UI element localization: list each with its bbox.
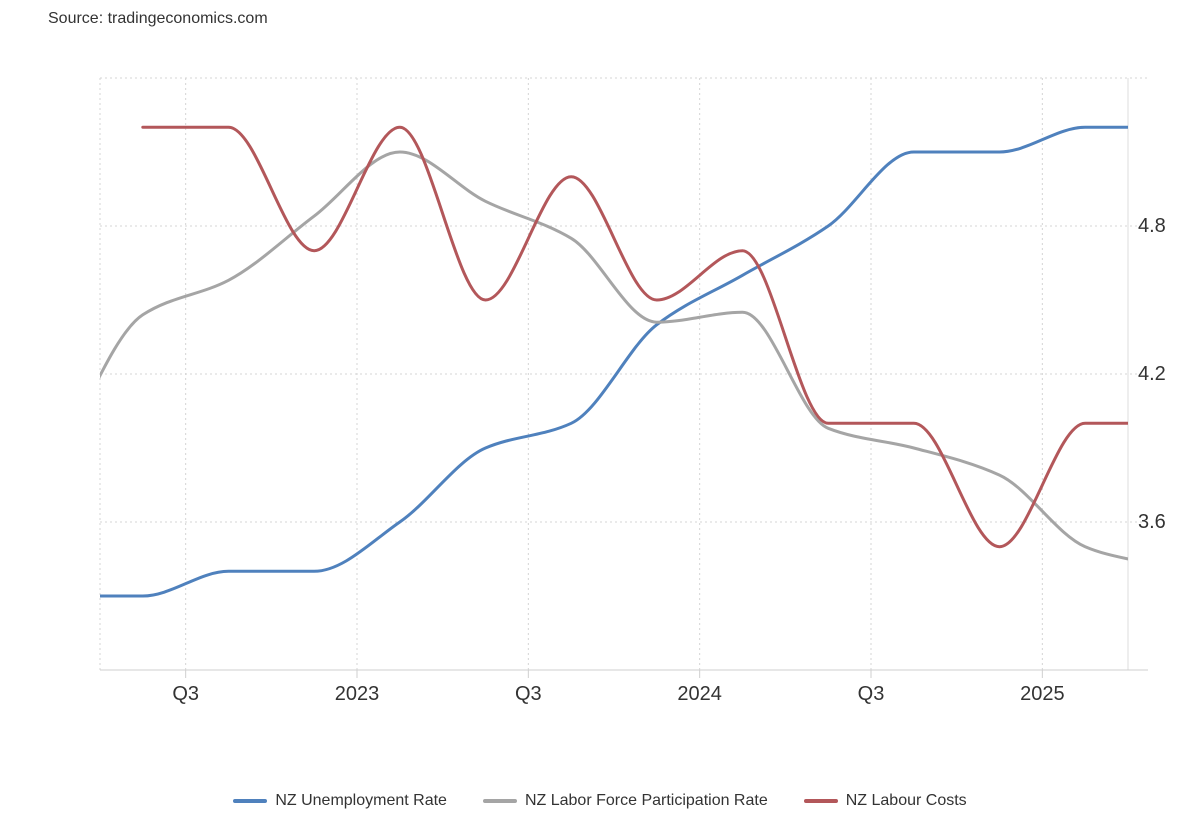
x-tick-label: 2023: [335, 683, 380, 705]
legend: NZ Unemployment Rate NZ Labor Force Part…: [0, 792, 1200, 810]
line-chart: 3.6 4.2 4.8 Q3 2023 Q3 2024 Q3 2025: [0, 0, 1200, 780]
legend-item-unemployment[interactable]: NZ Unemployment Rate: [233, 792, 447, 810]
axis-layer: 3.6 4.2 4.8 Q3 2023 Q3 2024 Q3 2025: [100, 215, 1166, 705]
y-tick-label: 3.6: [1138, 511, 1166, 533]
legend-swatch-labour-costs: [804, 799, 838, 803]
series-line-unemployment-rate: [57, 78, 1200, 596]
x-tick-label: Q3: [515, 683, 542, 705]
series-line-labour-costs: [143, 127, 1200, 546]
legend-swatch-participation: [483, 799, 517, 803]
legend-swatch-unemployment: [233, 799, 267, 803]
legend-label-unemployment: NZ Unemployment Rate: [275, 792, 447, 810]
y-tick-label: 4.2: [1138, 363, 1166, 385]
x-tick-label: Q3: [172, 683, 199, 705]
x-tick-label: 2024: [677, 683, 722, 705]
grid-layer: [100, 78, 1150, 670]
x-tick-label: Q3: [858, 683, 885, 705]
legend-item-labour-costs[interactable]: NZ Labour Costs: [804, 792, 967, 810]
y-tick-label: 4.8: [1138, 215, 1166, 237]
legend-item-participation[interactable]: NZ Labor Force Participation Rate: [483, 792, 768, 810]
legend-label-labour-costs: NZ Labour Costs: [846, 792, 967, 810]
series-layer: [57, 78, 1200, 645]
x-tick-label: 2025: [1020, 683, 1065, 705]
legend-label-participation: NZ Labor Force Participation Rate: [525, 792, 768, 810]
